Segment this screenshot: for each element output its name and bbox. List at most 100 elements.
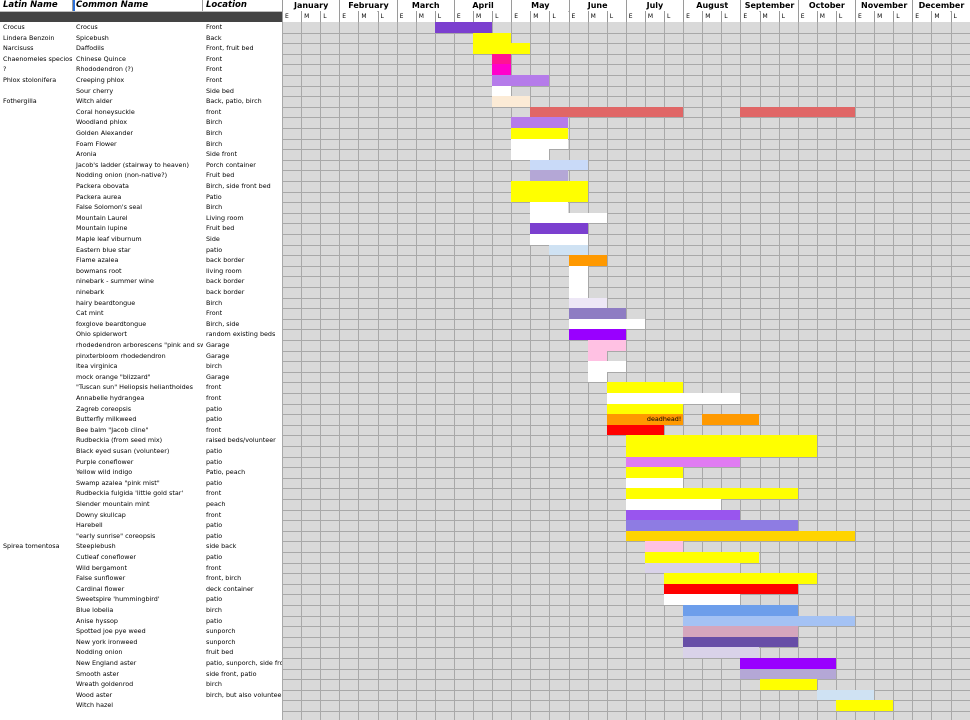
latin-name-cell[interactable] — [0, 181, 72, 192]
common-name-cell[interactable]: Nodding onion — [76, 648, 123, 657]
latin-name-cell[interactable] — [0, 234, 72, 245]
latin-name-cell[interactable]: Spirea tomentosa — [3, 542, 60, 551]
latin-name-cell[interactable] — [0, 690, 72, 701]
common-name-cell[interactable]: Witch hazel — [76, 701, 114, 710]
common-name-cell[interactable]: Eastern blue star — [76, 245, 131, 254]
location-cell[interactable]: raised beds/volunteer — [206, 436, 276, 445]
latin-name-cell[interactable] — [0, 340, 72, 351]
bloom-period-bar[interactable] — [625, 467, 684, 478]
location-cell[interactable]: Front — [206, 76, 223, 84]
location-cell[interactable]: deck container — [206, 584, 254, 593]
location-cell[interactable]: back border — [206, 277, 245, 286]
location-cell[interactable]: front — [206, 425, 222, 434]
common-name-cell[interactable]: ninebark — [76, 288, 105, 296]
location-cell[interactable]: Birch — [206, 203, 223, 212]
common-name-cell[interactable]: Mountain lupine — [76, 224, 128, 233]
bloom-period-bar[interactable] — [473, 43, 531, 54]
location-cell[interactable]: fruit bed — [206, 648, 234, 657]
latin-name-cell[interactable] — [0, 139, 72, 150]
common-name-cell[interactable]: Maple leaf viburnum — [76, 235, 142, 243]
latin-name-cell[interactable] — [0, 245, 72, 256]
common-name-cell[interactable]: Ohio spiderwort — [76, 330, 127, 339]
latin-name-cell[interactable] — [0, 319, 72, 330]
common-name-cell[interactable]: Cutleaf coneflower — [76, 553, 137, 561]
common-name-cell[interactable]: Sour cherry — [76, 86, 114, 95]
common-name-cell[interactable]: Purple coneflower — [76, 457, 134, 466]
location-cell[interactable]: Birch — [206, 129, 223, 137]
location-cell[interactable]: patio — [206, 404, 223, 413]
latin-name-cell[interactable] — [0, 467, 72, 478]
common-name-cell[interactable]: Smooth aster — [76, 669, 119, 678]
location-cell[interactable]: patio, sunporch, side front — [206, 659, 282, 667]
common-name-cell[interactable]: Wild bergamont — [76, 563, 127, 572]
location-cell[interactable]: Birch, side front bed — [206, 182, 271, 190]
common-name-cell[interactable]: Annabelle hydrangea — [76, 394, 145, 402]
latin-name-cell[interactable] — [0, 170, 72, 181]
latin-name-cell[interactable] — [0, 510, 72, 521]
bloom-period-bar[interactable] — [587, 340, 626, 351]
latin-name-cell[interactable]: Narcisuss — [3, 44, 34, 53]
latin-name-cell[interactable] — [0, 160, 72, 171]
latin-name-cell[interactable] — [0, 107, 72, 118]
common-name-cell[interactable]: Woodland phlox — [76, 118, 128, 127]
common-name-cell[interactable]: Flame azalea — [76, 256, 119, 265]
location-cell[interactable]: Birch — [206, 118, 223, 127]
bloom-period-bar[interactable] — [587, 350, 607, 362]
latin-name-cell[interactable] — [0, 616, 72, 627]
bloom-period-bar[interactable] — [644, 562, 741, 574]
location-cell[interactable]: front — [206, 563, 222, 572]
bloom-period-bar[interactable] — [740, 106, 855, 118]
latin-name-cell[interactable] — [0, 372, 72, 383]
header-common-name[interactable]: Common Name — [76, 0, 149, 10]
common-name-cell[interactable]: Wood aster — [76, 690, 113, 699]
bloom-period-bar[interactable] — [568, 287, 588, 298]
latin-name-cell[interactable] — [0, 658, 72, 669]
common-name-cell[interactable]: Spicebush — [76, 33, 109, 42]
common-name-cell[interactable]: pinxterbloom rhodedendron — [76, 351, 166, 360]
location-cell[interactable]: Front — [206, 65, 223, 74]
location-cell[interactable]: back border — [206, 256, 245, 265]
latin-name-cell[interactable] — [0, 149, 72, 160]
location-cell[interactable] — [203, 700, 282, 711]
common-name-cell[interactable]: Zagreb coreopsis — [76, 404, 132, 413]
bloom-period-bar[interactable] — [740, 668, 836, 680]
latin-name-cell[interactable] — [0, 255, 72, 266]
latin-name-cell[interactable] — [0, 594, 72, 605]
latin-name-cell[interactable]: ? — [3, 65, 7, 74]
location-cell[interactable]: Side — [206, 235, 220, 243]
common-name-cell[interactable]: Downy skullcap — [76, 510, 126, 519]
latin-name-cell[interactable]: Crocus — [3, 23, 25, 31]
common-name-cell[interactable]: Witch alder — [76, 97, 113, 106]
common-name-cell[interactable]: Steeplebush — [76, 542, 116, 551]
latin-name-cell[interactable] — [0, 298, 72, 309]
bloom-period-bar[interactable] — [606, 414, 684, 425]
common-name-cell[interactable]: Nodding onion (non-native?) — [76, 171, 168, 180]
latin-name-cell[interactable] — [0, 520, 72, 531]
bloom-period-bar[interactable] — [740, 658, 836, 669]
location-cell[interactable]: sunporch — [206, 637, 236, 646]
common-name-cell[interactable]: Bee balm "Jacob cline" — [76, 425, 149, 434]
bloom-period-bar[interactable] — [434, 22, 493, 33]
bloom-period-bar[interactable] — [683, 605, 798, 616]
latin-name-cell[interactable]: Lindera Benzoin — [3, 33, 55, 42]
latin-name-cell[interactable] — [0, 117, 72, 128]
bloom-period-bar[interactable] — [683, 636, 798, 648]
bloom-period-bar[interactable] — [606, 403, 684, 415]
location-cell[interactable]: patio — [206, 245, 223, 254]
location-cell[interactable]: Patio — [206, 192, 222, 201]
latin-name-cell[interactable] — [0, 414, 72, 425]
location-cell[interactable]: Living room — [206, 213, 244, 222]
location-cell[interactable]: birch — [206, 362, 222, 371]
latin-name-cell[interactable] — [0, 382, 72, 393]
location-cell[interactable]: back border — [206, 288, 245, 296]
latin-name-cell[interactable] — [0, 276, 72, 287]
location-cell[interactable]: Birch, side — [206, 319, 240, 328]
common-name-cell[interactable]: Aronia — [76, 150, 97, 159]
location-cell[interactable]: living room — [206, 266, 242, 275]
bloom-period-bar[interactable] — [530, 170, 569, 181]
latin-name-cell[interactable] — [0, 700, 72, 711]
common-name-cell[interactable]: Sweetspire 'hummingbird' — [76, 595, 160, 604]
location-cell[interactable]: Front — [206, 54, 223, 63]
latin-name-cell[interactable] — [0, 647, 72, 658]
common-name-cell[interactable]: "early sunrise" coreopsis — [76, 531, 156, 540]
